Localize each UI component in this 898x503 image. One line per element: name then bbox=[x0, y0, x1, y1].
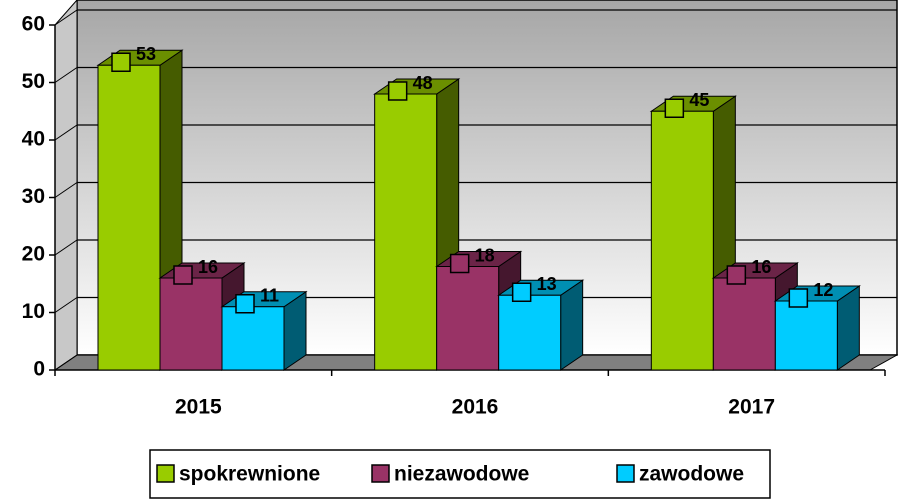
bar: 53 bbox=[96, 44, 184, 371]
legend-swatch bbox=[616, 464, 635, 483]
value-marker bbox=[449, 253, 470, 274]
legend-label: niezawodowe bbox=[394, 463, 529, 486]
value-label: 18 bbox=[475, 245, 495, 265]
grid-line bbox=[54, 9, 78, 26]
value-marker bbox=[235, 294, 255, 314]
value-marker bbox=[664, 98, 685, 118]
grid-line bbox=[54, 67, 78, 83]
x-tick-label: 2016 bbox=[452, 396, 499, 419]
bar-front bbox=[159, 277, 223, 371]
bar: 16 bbox=[158, 257, 246, 371]
y-tick-label: 0 bbox=[33, 358, 45, 381]
legend-box bbox=[149, 449, 771, 499]
x-tick-label: 2017 bbox=[728, 396, 775, 419]
bar: 11 bbox=[220, 286, 308, 371]
grid-line bbox=[54, 239, 78, 256]
bar-front bbox=[774, 300, 838, 371]
value-label: 16 bbox=[198, 257, 218, 277]
y-tick-label: 60 bbox=[22, 13, 45, 36]
value-label: 12 bbox=[813, 280, 833, 300]
bar-front bbox=[221, 306, 285, 371]
x-tick-label: 2015 bbox=[175, 396, 222, 419]
legend-swatch bbox=[156, 464, 175, 483]
bar: 16 bbox=[711, 257, 799, 371]
value-label: 16 bbox=[751, 257, 771, 277]
value-label: 48 bbox=[413, 73, 433, 93]
value-marker bbox=[726, 265, 747, 285]
y-tick-label: 30 bbox=[22, 185, 45, 208]
bar-front bbox=[498, 294, 562, 371]
legend-label: spokrewnione bbox=[179, 463, 320, 486]
legend-swatch bbox=[371, 464, 390, 483]
plot-area: 0 10 20 30 40 50 60 2015 2016 2017 53 48 45 16 18 16 11 1… bbox=[22, 0, 898, 419]
bar: 13 bbox=[497, 274, 585, 371]
value-marker bbox=[111, 52, 131, 72]
bar-front bbox=[712, 277, 776, 371]
value-label: 45 bbox=[689, 90, 709, 110]
bar-front bbox=[436, 266, 500, 371]
y-tick-label: 40 bbox=[22, 128, 45, 151]
value-marker bbox=[788, 288, 809, 308]
grid-line bbox=[54, 182, 78, 198]
bar: 12 bbox=[773, 280, 861, 371]
bar-front bbox=[97, 64, 161, 371]
bar-front bbox=[374, 93, 438, 371]
value-label: 53 bbox=[136, 44, 156, 64]
bar-side bbox=[560, 279, 584, 371]
grid-line bbox=[54, 124, 78, 141]
value-marker bbox=[511, 282, 532, 302]
y-tick-label: 50 bbox=[22, 70, 45, 93]
legend-label: zawodowe bbox=[639, 463, 744, 486]
value-label: 11 bbox=[260, 286, 279, 306]
bar-front bbox=[650, 110, 714, 371]
grid-line bbox=[54, 354, 78, 371]
value-label: 13 bbox=[537, 274, 557, 294]
value-marker bbox=[173, 265, 193, 285]
grid-line bbox=[54, 297, 78, 313]
value-marker bbox=[387, 81, 408, 101]
y-tick-label: 20 bbox=[22, 243, 45, 266]
y-tick-label: 10 bbox=[22, 300, 45, 323]
